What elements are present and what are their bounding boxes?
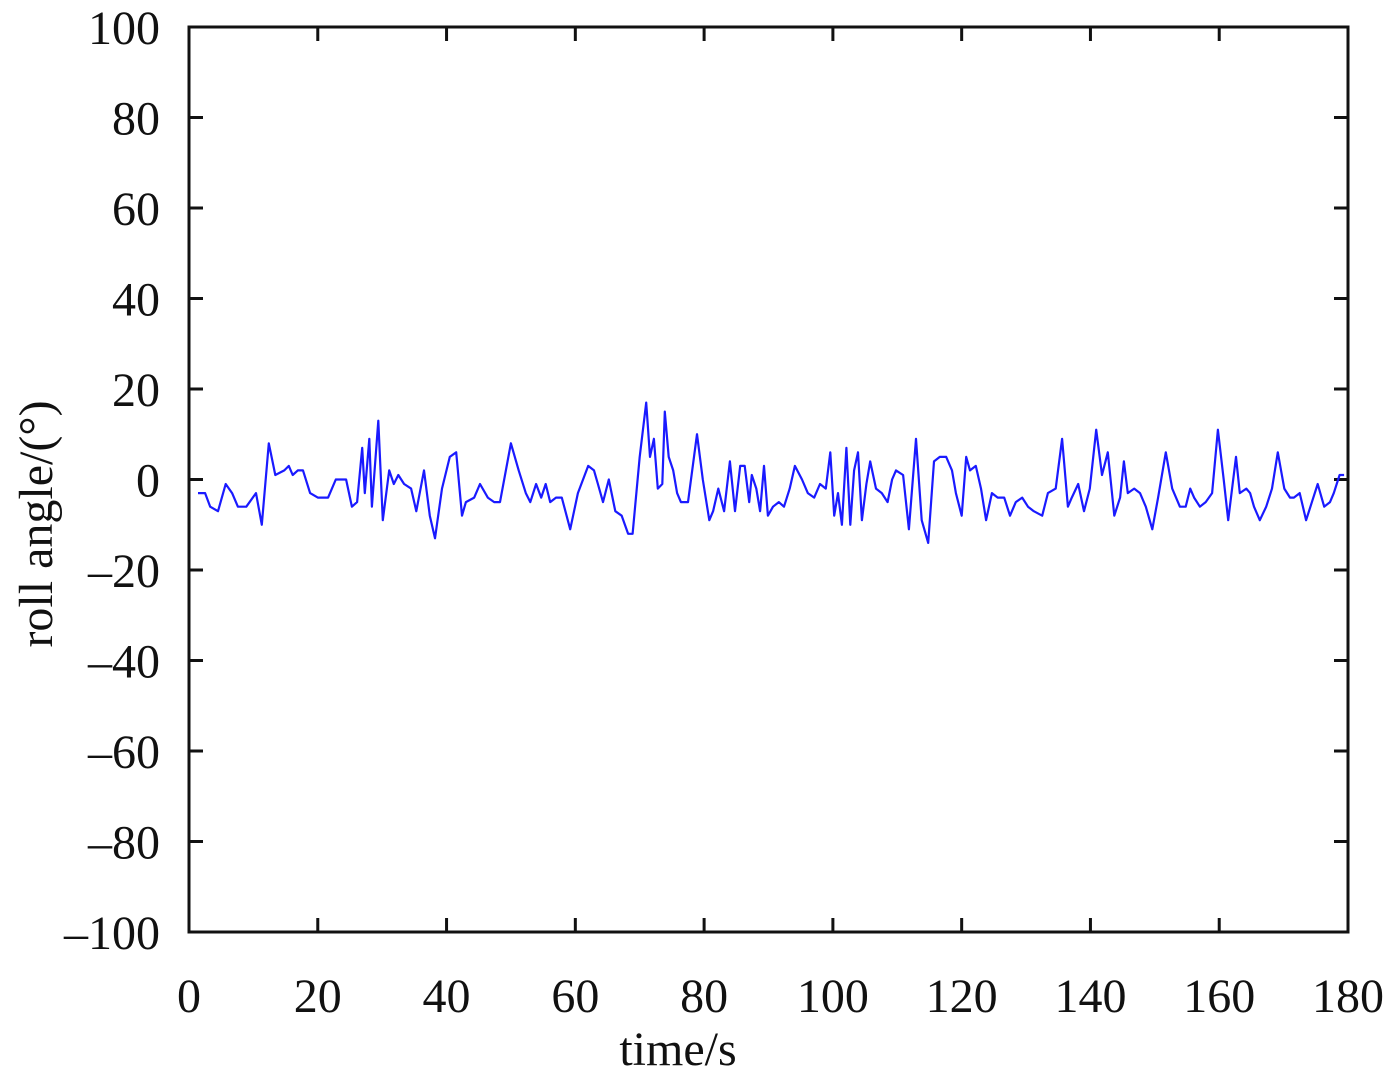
y-tick-label: 100 (88, 2, 160, 55)
y-tick-label: –80 (87, 817, 160, 870)
plot-frame (187, 25, 1350, 934)
x-tick-label: 80 (680, 970, 728, 1023)
y-tick-label: 0 (136, 455, 160, 508)
x-axis-label: time/s (619, 1023, 736, 1076)
x-tick-label: 60 (551, 970, 599, 1023)
x-tick-label: 0 (177, 970, 201, 1023)
x-tick-label: 180 (1312, 970, 1384, 1023)
x-tick-label: 40 (423, 970, 471, 1023)
x-tick-label: 160 (1183, 970, 1255, 1023)
x-tick-label: 120 (926, 970, 998, 1023)
y-tick-label: –60 (87, 726, 160, 779)
x-tick-label: 100 (797, 970, 869, 1023)
x-tick-label: 20 (294, 970, 342, 1023)
y-tick-label: 60 (112, 183, 160, 236)
y-tick-label: 20 (112, 364, 160, 417)
data-line (198, 401, 1345, 544)
y-axis-label: roll angle/(°) (10, 400, 63, 647)
x-tick-label: 140 (1054, 970, 1126, 1023)
y-tick-label: –40 (87, 636, 160, 689)
y-tick-label: 40 (112, 274, 160, 327)
y-tick-label: 80 (112, 93, 160, 146)
y-tick-label: –100 (63, 907, 160, 960)
y-tick-label: –20 (87, 545, 160, 598)
